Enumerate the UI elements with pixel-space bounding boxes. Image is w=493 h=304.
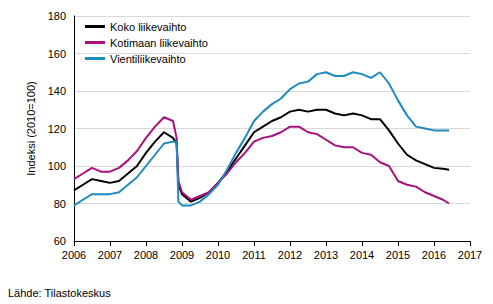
svg-text:2014: 2014 [350, 249, 374, 261]
svg-text:2015: 2015 [386, 249, 410, 261]
svg-text:2012: 2012 [278, 249, 302, 261]
svg-text:Lähde: Tilastokeskus: Lähde: Tilastokeskus [8, 287, 111, 299]
svg-text:2013: 2013 [314, 249, 338, 261]
svg-text:2008: 2008 [134, 249, 158, 261]
svg-text:Koko liikevaihto: Koko liikevaihto [110, 21, 186, 33]
svg-text:Indeksi (2010=100): Indeksi (2010=100) [25, 81, 37, 175]
svg-text:2006: 2006 [62, 249, 86, 261]
svg-text:2009: 2009 [170, 249, 194, 261]
svg-text:180: 180 [48, 10, 66, 22]
svg-text:2017: 2017 [458, 249, 482, 261]
svg-text:120: 120 [48, 123, 66, 135]
svg-text:2007: 2007 [98, 249, 122, 261]
svg-text:60: 60 [54, 235, 66, 247]
svg-text:140: 140 [48, 85, 66, 97]
svg-text:80: 80 [54, 198, 66, 210]
svg-text:Kotimaan liikevaihto: Kotimaan liikevaihto [110, 37, 208, 49]
svg-text:2010: 2010 [206, 249, 230, 261]
svg-text:2016: 2016 [422, 249, 446, 261]
svg-text:100: 100 [48, 160, 66, 172]
svg-text:Vientiliikevaihto: Vientiliikevaihto [110, 53, 186, 65]
svg-text:2011: 2011 [242, 249, 266, 261]
svg-text:160: 160 [48, 48, 66, 60]
